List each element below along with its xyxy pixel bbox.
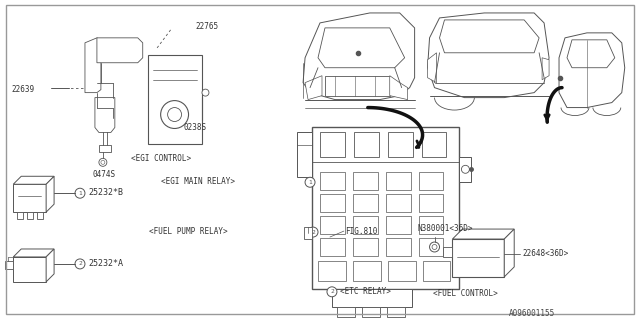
Text: 25232*A: 25232*A bbox=[88, 259, 123, 268]
Bar bbox=[419, 172, 444, 190]
Polygon shape bbox=[318, 28, 404, 68]
Bar bbox=[353, 194, 378, 212]
Bar bbox=[13, 184, 46, 212]
Text: <FUEL CONTROL>: <FUEL CONTROL> bbox=[433, 289, 497, 298]
Bar bbox=[320, 132, 345, 157]
Text: 25232*B: 25232*B bbox=[88, 188, 123, 197]
Circle shape bbox=[202, 89, 209, 96]
Bar bbox=[320, 172, 345, 190]
Text: <EGI CONTROL>: <EGI CONTROL> bbox=[131, 154, 191, 164]
Text: N380001<36D>: N380001<36D> bbox=[418, 224, 473, 233]
Polygon shape bbox=[95, 98, 115, 132]
Polygon shape bbox=[567, 40, 615, 68]
Bar bbox=[17, 212, 23, 219]
Polygon shape bbox=[390, 76, 408, 100]
Text: 1: 1 bbox=[308, 180, 312, 185]
Circle shape bbox=[305, 177, 315, 187]
Bar bbox=[27, 212, 33, 219]
Bar bbox=[37, 212, 43, 219]
Polygon shape bbox=[46, 176, 54, 212]
Bar bbox=[460, 157, 472, 182]
Bar bbox=[442, 247, 452, 257]
Circle shape bbox=[308, 227, 318, 237]
Bar bbox=[13, 257, 46, 282]
Text: <FUEL PUMP RELAY>: <FUEL PUMP RELAY> bbox=[148, 227, 227, 236]
Polygon shape bbox=[452, 229, 514, 239]
Polygon shape bbox=[97, 38, 143, 63]
Bar bbox=[419, 194, 444, 212]
Polygon shape bbox=[13, 176, 54, 184]
Circle shape bbox=[461, 165, 469, 173]
Bar bbox=[353, 261, 381, 281]
Text: 2: 2 bbox=[330, 289, 334, 294]
Text: 22765: 22765 bbox=[195, 22, 219, 31]
Bar bbox=[388, 261, 415, 281]
Bar bbox=[386, 194, 411, 212]
Bar bbox=[354, 132, 379, 157]
Bar bbox=[422, 261, 451, 281]
Circle shape bbox=[429, 242, 440, 252]
Circle shape bbox=[75, 259, 85, 269]
Polygon shape bbox=[428, 13, 549, 98]
Polygon shape bbox=[559, 33, 625, 108]
Text: A096001155: A096001155 bbox=[509, 309, 556, 318]
Bar bbox=[419, 216, 444, 234]
Text: 22648<36D>: 22648<36D> bbox=[522, 249, 568, 258]
Polygon shape bbox=[542, 58, 549, 80]
Bar bbox=[353, 216, 378, 234]
Bar bbox=[388, 132, 413, 157]
Polygon shape bbox=[303, 13, 415, 100]
Bar bbox=[318, 261, 346, 281]
Circle shape bbox=[327, 287, 337, 297]
Circle shape bbox=[75, 188, 85, 198]
Bar bbox=[353, 172, 378, 190]
Bar bbox=[332, 289, 412, 307]
Text: 1: 1 bbox=[78, 191, 82, 196]
Bar bbox=[304, 227, 312, 239]
Bar bbox=[320, 216, 345, 234]
Text: <ETC RELAY>: <ETC RELAY> bbox=[340, 287, 391, 296]
Text: 0238S: 0238S bbox=[184, 123, 207, 132]
Text: 2: 2 bbox=[78, 261, 82, 267]
Circle shape bbox=[99, 158, 107, 166]
Polygon shape bbox=[428, 53, 436, 83]
Text: 0474S: 0474S bbox=[93, 170, 116, 179]
Polygon shape bbox=[305, 76, 322, 100]
Circle shape bbox=[432, 244, 437, 250]
Polygon shape bbox=[504, 229, 514, 277]
Bar bbox=[320, 194, 345, 212]
Bar bbox=[312, 127, 460, 289]
Circle shape bbox=[168, 108, 182, 122]
Bar bbox=[353, 238, 378, 256]
Polygon shape bbox=[46, 249, 54, 282]
Bar bbox=[386, 216, 411, 234]
Bar bbox=[419, 238, 444, 256]
Bar bbox=[148, 55, 202, 144]
Bar bbox=[386, 172, 411, 190]
Bar bbox=[325, 76, 390, 96]
Polygon shape bbox=[99, 145, 111, 152]
Text: FIG.810: FIG.810 bbox=[345, 227, 377, 236]
Polygon shape bbox=[13, 249, 54, 257]
Bar bbox=[362, 307, 380, 317]
Circle shape bbox=[101, 160, 105, 164]
Bar bbox=[337, 307, 355, 317]
Text: 2: 2 bbox=[311, 229, 315, 235]
Bar bbox=[297, 132, 312, 177]
Bar bbox=[422, 132, 447, 157]
Bar bbox=[320, 238, 345, 256]
Bar bbox=[387, 307, 404, 317]
Bar bbox=[386, 238, 411, 256]
Bar bbox=[5, 261, 13, 269]
Polygon shape bbox=[85, 38, 101, 92]
Text: 22639: 22639 bbox=[12, 85, 35, 94]
Polygon shape bbox=[440, 20, 539, 53]
Text: <EGI MAIN RELAY>: <EGI MAIN RELAY> bbox=[161, 177, 235, 186]
Bar bbox=[452, 239, 504, 277]
Circle shape bbox=[161, 100, 189, 128]
